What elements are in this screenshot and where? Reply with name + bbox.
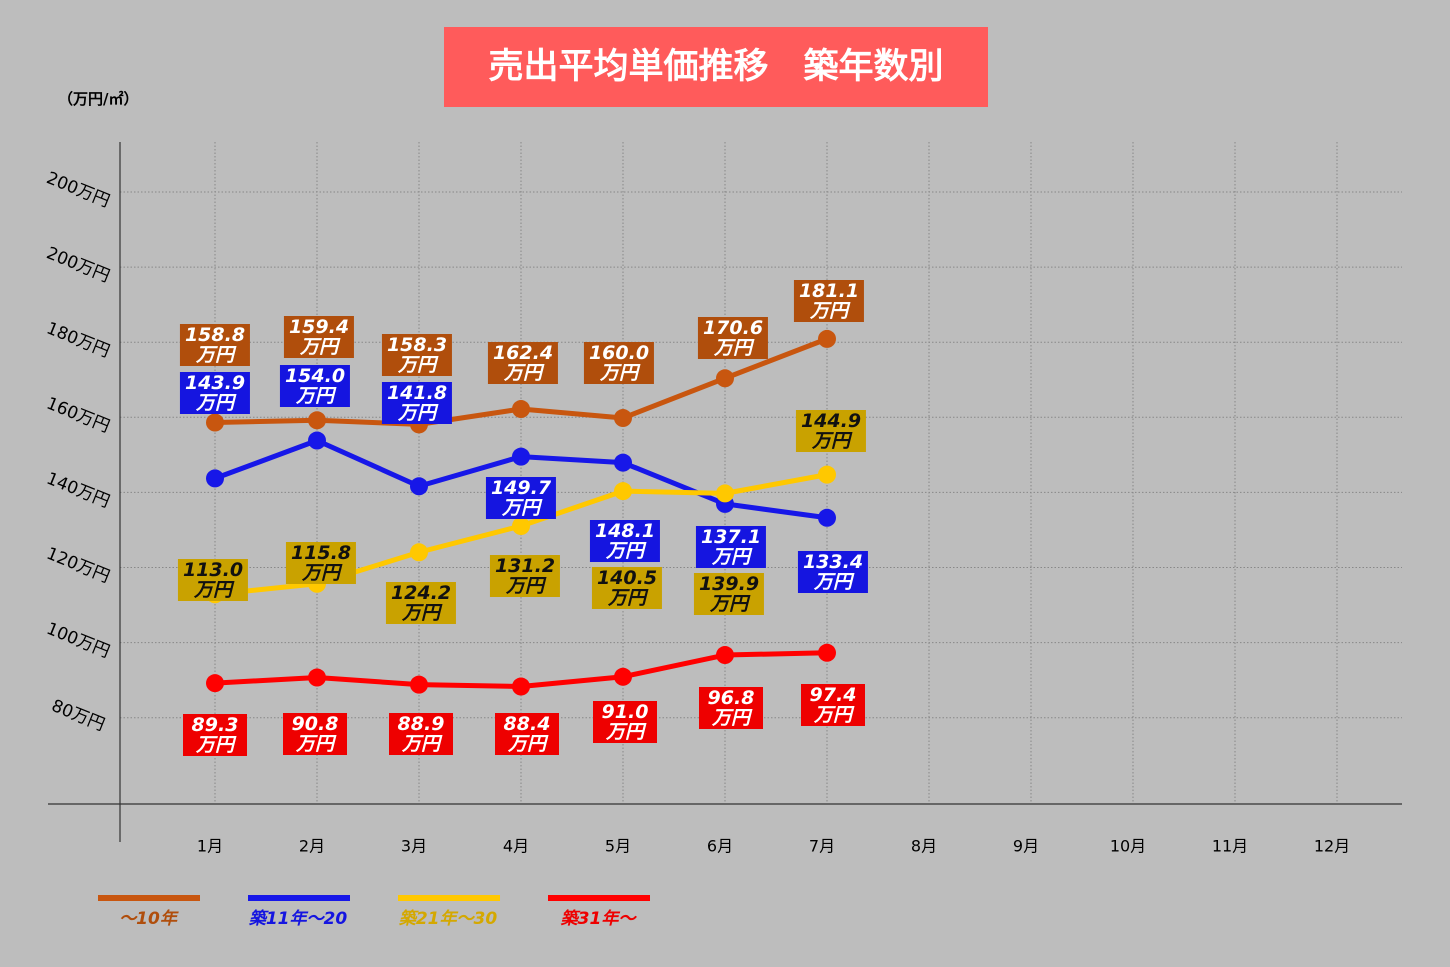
x-tick-label: 4月 <box>503 837 529 856</box>
data-point <box>716 369 734 388</box>
legend-label: 築21年～30 <box>399 909 497 929</box>
data-point <box>818 508 836 527</box>
data-point <box>512 517 530 536</box>
y-tick-label: 80万円 <box>48 696 107 735</box>
data-label: 115.8 万円 <box>285 542 357 584</box>
data-point <box>818 329 836 348</box>
data-point <box>614 453 632 472</box>
data-label: 170.6 万円 <box>697 317 769 359</box>
data-label: 97.4 万円 <box>801 684 865 726</box>
data-point <box>614 409 632 428</box>
data-label: 88.4 万円 <box>495 713 559 755</box>
y-axis-label: （万円/㎡） <box>58 90 139 108</box>
x-tick-label: 2月 <box>299 837 325 856</box>
data-label: 124.2 万円 <box>385 582 457 624</box>
x-tick-label: 10月 <box>1110 837 1146 856</box>
chart-title: 売出平均単価推移 築年数別 <box>444 27 988 107</box>
y-tick-label: 100万円 <box>43 619 112 662</box>
data-point <box>512 447 530 466</box>
data-label: 181.1 万円 <box>793 280 865 322</box>
data-label: 160.0 万円 <box>583 342 655 384</box>
x-tick-label: 12月 <box>1314 837 1350 856</box>
data-label: 113.0 万円 <box>177 559 249 601</box>
y-tick-label: 200万円 <box>43 243 112 286</box>
x-tick-label: 11月 <box>1212 837 1248 856</box>
y-tick-label: 160万円 <box>43 394 112 437</box>
data-label: 133.4 万円 <box>797 551 869 593</box>
data-label: 141.8 万円 <box>381 382 453 424</box>
data-point <box>716 646 734 665</box>
x-tick-label: 9月 <box>1013 837 1039 856</box>
data-point <box>818 465 836 484</box>
data-label: 159.4 万円 <box>283 316 355 358</box>
data-point <box>410 675 428 694</box>
legend-label: ～10年 <box>119 909 179 929</box>
data-point <box>818 643 836 662</box>
data-label: 91.0 万円 <box>593 701 657 743</box>
legend-label: 築11年～20 <box>249 909 347 929</box>
x-tick-label: 5月 <box>605 837 631 856</box>
data-point <box>308 411 326 430</box>
data-label: 89.3 万円 <box>183 714 247 756</box>
data-point <box>206 469 224 488</box>
data-label: 158.3 万円 <box>381 334 453 376</box>
data-point <box>410 477 428 496</box>
data-label: 90.8 万円 <box>283 713 347 755</box>
data-point <box>410 543 428 562</box>
data-point <box>308 668 326 687</box>
data-label: 96.8 万円 <box>699 687 763 729</box>
data-label: 162.4 万円 <box>487 342 559 384</box>
y-tick-label: 140万円 <box>43 469 112 512</box>
data-label: 139.9 万円 <box>693 573 765 615</box>
data-point <box>716 484 734 503</box>
data-point <box>512 677 530 696</box>
data-label: 137.1 万円 <box>695 526 767 568</box>
data-label: 148.1 万円 <box>589 520 661 562</box>
data-point <box>512 400 530 419</box>
data-label: 143.9 万円 <box>179 372 251 414</box>
data-point <box>614 482 632 501</box>
data-point <box>206 674 224 693</box>
data-point <box>308 431 326 450</box>
data-label: 131.2 万円 <box>489 555 561 597</box>
x-tick-label: 8月 <box>911 837 937 856</box>
data-point <box>206 413 224 432</box>
data-label: 158.8 万円 <box>179 324 251 366</box>
legend-label: 築31年～ <box>561 909 638 929</box>
y-tick-label: 200万円 <box>43 168 112 211</box>
data-label: 88.9 万円 <box>389 713 453 755</box>
x-tick-label: 6月 <box>707 837 733 856</box>
y-tick-label: 180万円 <box>43 318 112 361</box>
data-label: 140.5 万円 <box>591 567 663 609</box>
data-point <box>614 667 632 686</box>
x-tick-label: 1月 <box>197 837 223 856</box>
data-label: 144.9 万円 <box>795 410 867 452</box>
data-label: 154.0 万円 <box>279 365 351 407</box>
x-tick-label: 3月 <box>401 837 427 856</box>
x-tick-label: 7月 <box>809 837 835 856</box>
data-label: 149.7 万円 <box>485 477 557 519</box>
y-tick-label: 120万円 <box>43 544 112 587</box>
